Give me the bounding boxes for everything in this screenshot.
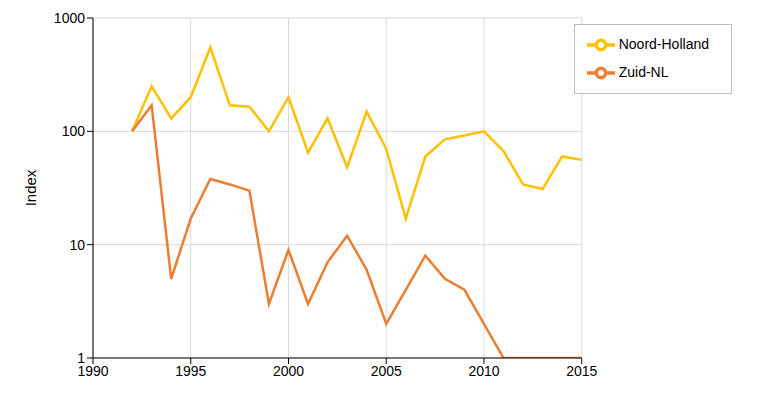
svg-text:2005: 2005 bbox=[371, 363, 402, 379]
svg-text:2010: 2010 bbox=[468, 363, 499, 379]
svg-text:1000: 1000 bbox=[54, 10, 85, 26]
svg-text:1990: 1990 bbox=[77, 362, 109, 379]
svg-text:2000: 2000 bbox=[273, 363, 304, 379]
svg-text:1995: 1995 bbox=[175, 363, 206, 379]
svg-text:1: 1 bbox=[77, 350, 85, 366]
svg-text:10: 10 bbox=[69, 237, 85, 253]
svg-text:2015: 2015 bbox=[566, 363, 597, 379]
svg-text:100: 100 bbox=[62, 123, 86, 139]
html-text:Zuid-NL: Zuid-NL bbox=[618, 64, 669, 81]
svg-text:Index: Index bbox=[22, 169, 39, 206]
html-text:Noord-Holland: Noord-Holland bbox=[618, 36, 709, 53]
